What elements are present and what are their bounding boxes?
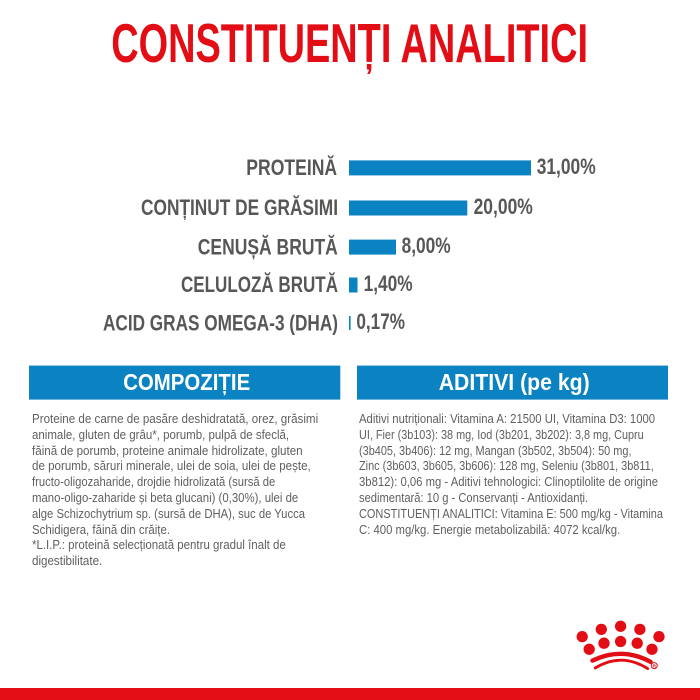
svg-text:COMPOZIȚIE: COMPOZIȚIE bbox=[123, 369, 250, 395]
svg-text:8,00%: 8,00% bbox=[402, 233, 451, 258]
svg-text:CELULOZĂ BRUTĂ: CELULOZĂ BRUTĂ bbox=[181, 272, 338, 297]
svg-text:20,00%: 20,00% bbox=[474, 194, 533, 219]
svg-text:CONȚINUT DE GRĂSIMI: CONȚINUT DE GRĂSIMI bbox=[141, 195, 338, 220]
svg-text:CENUȘĂ BRUTĂ: CENUȘĂ BRUTĂ bbox=[198, 234, 338, 259]
svg-text:R: R bbox=[652, 663, 656, 669]
svg-text:31,00%: 31,00% bbox=[537, 154, 596, 179]
svg-text:1,40%: 1,40% bbox=[364, 271, 413, 296]
svg-text:CONSTITUENȚI ANALITICI: CONSTITUENȚI ANALITICI bbox=[111, 13, 588, 74]
svg-text:0,17%: 0,17% bbox=[356, 309, 405, 334]
svg-text:PROTEINĂ: PROTEINĂ bbox=[246, 155, 337, 180]
svg-text:ACID GRAS OMEGA-3 (DHA): ACID GRAS OMEGA-3 (DHA) bbox=[103, 310, 338, 335]
svg-text:ADITIVI (pe kg): ADITIVI (pe kg) bbox=[439, 369, 590, 395]
